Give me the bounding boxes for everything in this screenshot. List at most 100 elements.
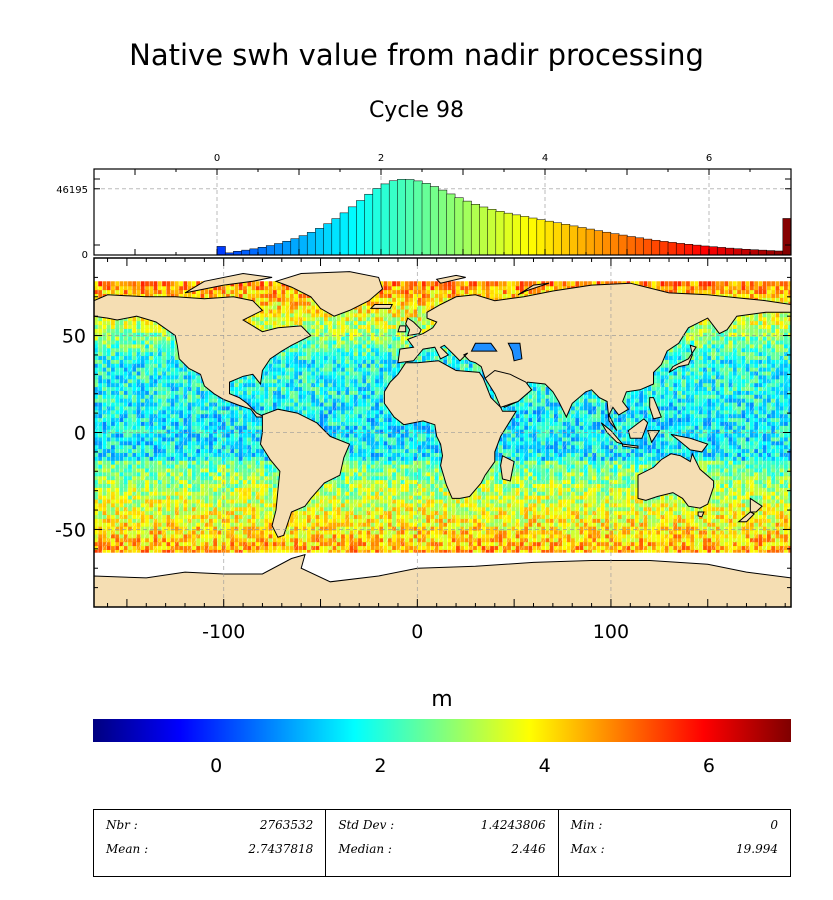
swath-cell xyxy=(647,502,652,508)
swath-cell xyxy=(711,548,716,554)
swath-cell xyxy=(132,537,137,543)
swath-cell xyxy=(460,513,465,519)
swath-cell xyxy=(762,502,767,508)
swath-cell xyxy=(94,490,98,496)
swath-cell xyxy=(558,537,563,543)
swath-cell xyxy=(174,475,179,481)
swath-cell xyxy=(490,494,494,500)
swath-cell xyxy=(106,548,111,554)
swath-cell xyxy=(289,517,294,523)
swath-cell xyxy=(400,548,405,554)
swath-cell xyxy=(183,498,188,504)
swath-cell xyxy=(260,482,264,488)
swath-cell xyxy=(456,502,460,508)
swath-cell xyxy=(728,541,733,547)
swath-cell xyxy=(179,529,183,535)
swath-cell xyxy=(200,513,205,519)
swath-cell xyxy=(153,498,158,504)
histogram-bar xyxy=(315,228,325,255)
swath-cell xyxy=(724,548,729,554)
swath-cell xyxy=(217,544,222,550)
swath-cell xyxy=(170,482,175,488)
swath-cell xyxy=(468,513,473,519)
swath-cell xyxy=(779,486,784,492)
swath-cell xyxy=(605,541,609,547)
swath-cell xyxy=(226,486,230,492)
swath-cell xyxy=(132,502,137,508)
swath-cell xyxy=(234,517,239,523)
swath-cell xyxy=(715,510,720,516)
swath-cell xyxy=(502,510,507,516)
swath-cell xyxy=(324,537,328,543)
swath-cell xyxy=(651,537,656,543)
swath-cell xyxy=(153,486,158,492)
swath-cell xyxy=(404,517,409,523)
swath-cell xyxy=(524,529,529,535)
swath-cell xyxy=(771,548,776,554)
swath-cell xyxy=(647,525,652,531)
swath-cell xyxy=(379,525,384,531)
swath-cell xyxy=(728,506,733,512)
swath-cell xyxy=(341,544,345,550)
swath-cell xyxy=(562,525,567,531)
swath-cell xyxy=(439,475,443,481)
swath-cell xyxy=(94,529,98,535)
swath-cell xyxy=(541,486,546,492)
swath-cell xyxy=(336,486,341,492)
swath-cell xyxy=(362,510,367,516)
swath-cell xyxy=(566,510,571,516)
swath-cell xyxy=(639,521,644,527)
swath-cell xyxy=(669,544,673,550)
swath-cell xyxy=(255,502,260,508)
swath-cell xyxy=(588,529,592,535)
swath-cell xyxy=(634,529,639,535)
swath-cell xyxy=(213,471,218,477)
swath-cell xyxy=(204,521,209,527)
swath-cell xyxy=(217,510,222,516)
swath-cell xyxy=(145,517,149,523)
swath-cell xyxy=(209,537,213,543)
swath-cell xyxy=(515,533,520,539)
swath-cell xyxy=(106,471,111,477)
swath-cell xyxy=(170,521,175,527)
swath-cell xyxy=(473,494,477,500)
swath-cell xyxy=(571,541,575,547)
swath-cell xyxy=(728,537,733,543)
swath-cell xyxy=(490,529,494,535)
swath-cell xyxy=(728,529,733,535)
swath-cell xyxy=(439,510,443,516)
swath-cell xyxy=(400,510,405,516)
swath-cell xyxy=(473,513,477,519)
swath-cell xyxy=(306,506,311,512)
swath-cell xyxy=(622,529,626,535)
swath-cell xyxy=(528,486,533,492)
swath-cell xyxy=(613,486,618,492)
swath-cell xyxy=(579,544,584,550)
histogram-bar xyxy=(536,219,546,255)
swath-cell xyxy=(136,544,141,550)
swath-cell xyxy=(745,548,750,554)
swath-cell xyxy=(456,529,460,535)
swath-cell xyxy=(128,517,132,523)
swath-cell xyxy=(140,533,145,539)
swath-cell xyxy=(562,490,567,496)
swath-cell xyxy=(404,525,409,531)
swath-cell xyxy=(549,525,554,531)
swath-cell xyxy=(579,510,584,516)
swath-cell xyxy=(426,506,431,512)
swath-cell xyxy=(430,475,435,481)
swath-cell xyxy=(311,525,316,531)
swath-cell xyxy=(392,494,396,500)
swath-cell xyxy=(426,490,431,496)
swath-cell xyxy=(392,475,396,481)
swath-cell xyxy=(784,537,788,543)
swath-cell xyxy=(187,506,192,512)
swath-cell xyxy=(196,548,201,554)
swath-cell xyxy=(217,475,222,481)
swath-cell xyxy=(549,506,554,512)
swath-cell xyxy=(209,510,213,516)
swath-cell xyxy=(686,533,690,539)
swath-cell xyxy=(140,482,145,488)
swath-cell xyxy=(613,548,618,554)
swath-cell xyxy=(511,537,516,543)
